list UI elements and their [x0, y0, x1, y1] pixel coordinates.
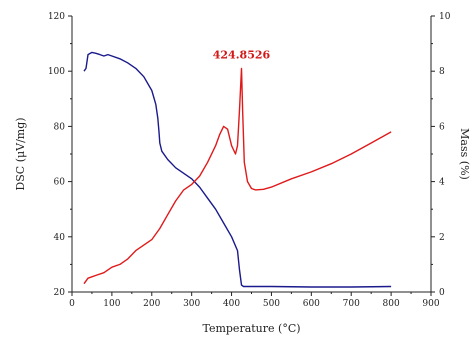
y-right-tick-label: 4: [439, 178, 445, 188]
x-tick-label: 700: [343, 299, 360, 309]
peak-annotation-label: 424.8526: [213, 48, 271, 61]
x-tick-label: 200: [143, 299, 160, 309]
x-tick-label: 600: [303, 299, 320, 309]
dsc-curve-line: [83, 67, 392, 285]
series-group: [83, 51, 392, 288]
y-left-tick-label: 80: [54, 122, 66, 132]
y-right-tick-label: 8: [439, 67, 445, 77]
x-tick-label: 100: [103, 299, 120, 309]
x-tick-label: 400: [223, 299, 240, 309]
mass-curve-line: [83, 51, 392, 288]
labels-group: Temperature (°C) DSC (μV/mg) Mass (%) 424.8…: [14, 48, 471, 335]
x-tick-label: 800: [383, 299, 400, 309]
y-right-tick-label: 10: [439, 12, 451, 22]
y-right-tick-label: 2: [439, 233, 445, 243]
y-left-tick-label: 60: [54, 178, 66, 188]
y-left-tick-label: 20: [54, 288, 66, 298]
axes: 0 100 200 300 400 500 600 700 800 900204060801001…: [48, 12, 451, 309]
x-tick-label: 500: [263, 299, 280, 309]
x-axis-title: Temperature (°C): [202, 322, 300, 335]
x-tick-label: 300: [183, 299, 200, 309]
x-tick-label: 0: [69, 299, 75, 309]
y-axis-left-title: DSC (μV/mg): [14, 117, 27, 190]
x-tick-label: 900: [422, 299, 439, 309]
y-right-tick-label: 0: [439, 288, 445, 298]
y-axis-right-title: Mass (%): [458, 128, 471, 180]
y-right-tick-label: 6: [439, 122, 445, 132]
y-left-tick-label: 40: [54, 233, 66, 243]
y-left-tick-label: 100: [48, 67, 65, 77]
y-left-tick-label: 120: [48, 12, 65, 22]
